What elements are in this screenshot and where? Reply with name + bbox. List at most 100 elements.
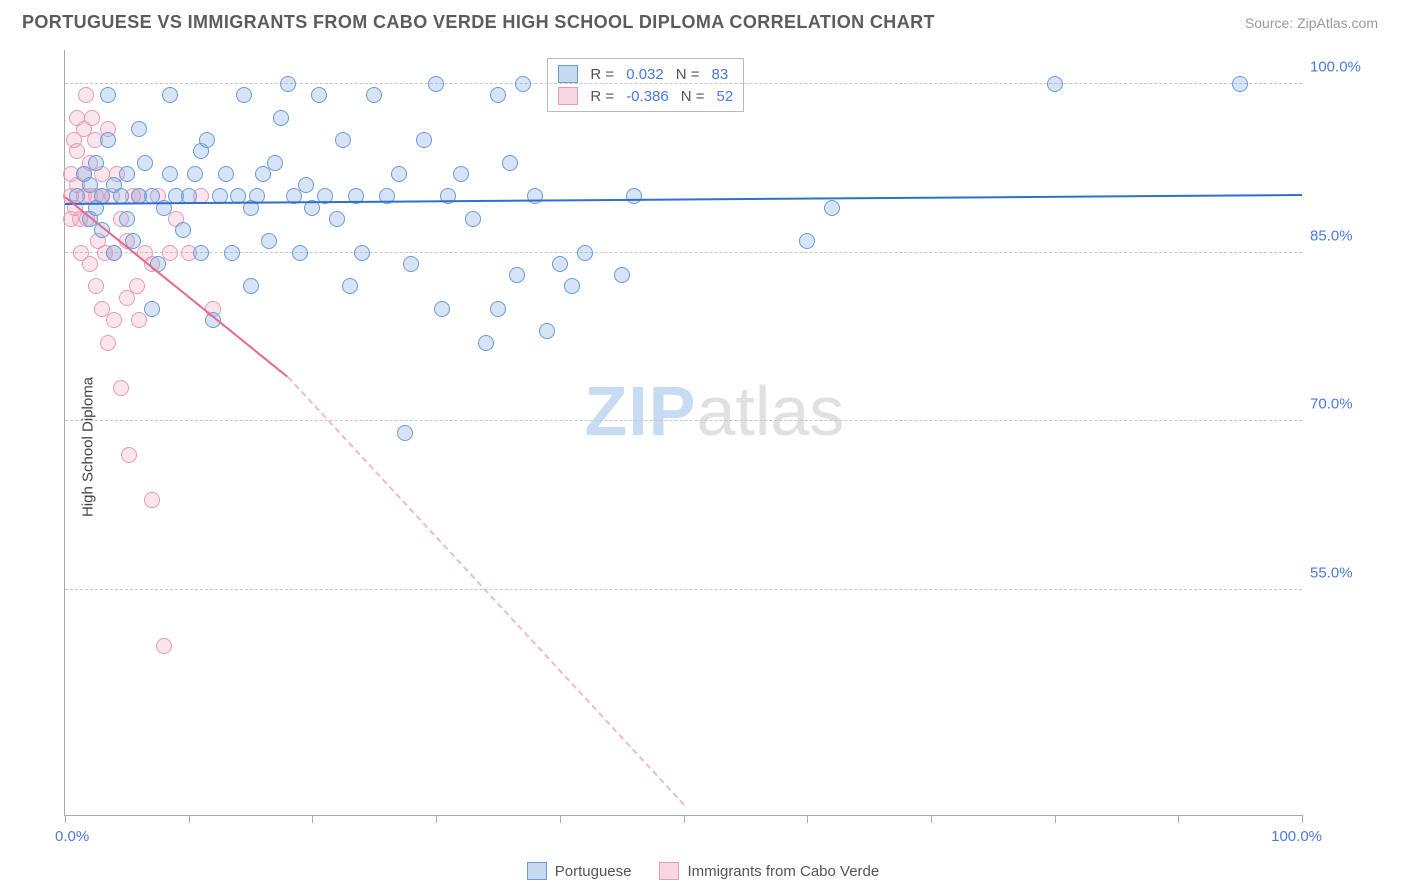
x-tick <box>1178 815 1179 823</box>
data-point-blue <box>243 278 259 294</box>
x-tick <box>931 815 932 823</box>
x-axis-start-label: 0.0% <box>55 828 89 845</box>
data-point-blue <box>564 278 580 294</box>
data-point-blue <box>162 166 178 182</box>
data-point-blue <box>329 211 345 227</box>
data-point-blue <box>199 132 215 148</box>
data-point-blue <box>577 245 593 261</box>
data-point-pink <box>84 110 100 126</box>
data-point-blue <box>292 245 308 261</box>
data-point-blue <box>106 245 122 261</box>
y-tick-label: 70.0% <box>1310 396 1380 413</box>
data-point-blue <box>527 188 543 204</box>
data-point-blue <box>539 323 555 339</box>
swatch-blue <box>527 862 547 880</box>
gridline-h <box>65 252 1302 253</box>
data-point-blue <box>626 188 642 204</box>
swatch-pink <box>659 862 679 880</box>
legend-label: Immigrants from Cabo Verde <box>687 863 879 880</box>
data-point-blue <box>187 166 203 182</box>
n-label: N = <box>681 88 705 105</box>
data-point-blue <box>1047 76 1063 92</box>
data-point-blue <box>490 87 506 103</box>
trendline-pink-dash <box>287 377 684 806</box>
r-label: R = <box>590 88 614 105</box>
data-point-pink <box>82 256 98 272</box>
data-point-blue <box>218 166 234 182</box>
x-tick <box>189 815 190 823</box>
data-point-blue <box>366 87 382 103</box>
data-point-blue <box>119 211 135 227</box>
data-point-blue <box>119 166 135 182</box>
x-axis-end-label: 100.0% <box>1271 828 1322 845</box>
r-value-blue: 0.032 <box>626 66 664 83</box>
data-point-blue <box>1232 76 1248 92</box>
data-point-blue <box>391 166 407 182</box>
data-point-blue <box>434 301 450 317</box>
chart-area: High School Diploma ZIPatlas R = 0.032 N… <box>50 50 1388 844</box>
legend-label: Portuguese <box>555 863 632 880</box>
x-tick <box>684 815 685 823</box>
data-point-blue <box>280 76 296 92</box>
data-point-pink <box>106 312 122 328</box>
x-tick <box>1302 815 1303 823</box>
data-point-blue <box>824 200 840 216</box>
data-point-blue <box>144 301 160 317</box>
data-point-blue <box>552 256 568 272</box>
stats-legend-box: R = 0.032 N = 83 R = -0.386 N = 52 <box>547 58 744 112</box>
stats-row-pink: R = -0.386 N = 52 <box>558 85 733 107</box>
series-legend: Portuguese Immigrants from Cabo Verde <box>0 862 1406 880</box>
data-point-pink <box>88 278 104 294</box>
r-value-pink: -0.386 <box>626 88 669 105</box>
stats-row-blue: R = 0.032 N = 83 <box>558 63 733 85</box>
swatch-pink <box>558 87 578 105</box>
y-tick-label: 55.0% <box>1310 565 1380 582</box>
n-label: N = <box>676 66 700 83</box>
data-point-blue <box>273 110 289 126</box>
x-tick <box>436 815 437 823</box>
data-point-pink <box>131 312 147 328</box>
x-tick <box>312 815 313 823</box>
legend-item-portuguese: Portuguese <box>527 862 632 880</box>
data-point-blue <box>502 155 518 171</box>
data-point-pink <box>121 447 137 463</box>
data-point-blue <box>465 211 481 227</box>
legend-item-cabo-verde: Immigrants from Cabo Verde <box>659 862 879 880</box>
gridline-h <box>65 589 1302 590</box>
swatch-blue <box>558 65 578 83</box>
data-point-blue <box>175 222 191 238</box>
data-point-blue <box>193 245 209 261</box>
data-point-blue <box>100 132 116 148</box>
data-point-blue <box>131 121 147 137</box>
data-point-blue <box>100 87 116 103</box>
data-point-blue <box>799 233 815 249</box>
data-point-blue <box>614 267 630 283</box>
n-value-blue: 83 <box>712 66 729 83</box>
watermark: ZIPatlas <box>585 371 845 451</box>
data-point-pink <box>113 380 129 396</box>
data-point-blue <box>261 233 277 249</box>
data-point-blue <box>428 76 444 92</box>
header: PORTUGUESE VS IMMIGRANTS FROM CABO VERDE… <box>0 0 1406 41</box>
y-tick-label: 100.0% <box>1310 58 1380 75</box>
data-point-blue <box>335 132 351 148</box>
gridline-h <box>65 420 1302 421</box>
data-point-blue <box>453 166 469 182</box>
data-point-blue <box>311 87 327 103</box>
data-point-blue <box>236 87 252 103</box>
data-point-blue <box>255 166 271 182</box>
chart-title: PORTUGUESE VS IMMIGRANTS FROM CABO VERDE… <box>22 12 935 33</box>
data-point-blue <box>224 245 240 261</box>
data-point-pink <box>100 335 116 351</box>
watermark-atlas: atlas <box>696 372 844 450</box>
data-point-pink <box>78 87 94 103</box>
data-point-blue <box>416 132 432 148</box>
data-point-blue <box>397 425 413 441</box>
y-tick-label: 85.0% <box>1310 227 1380 244</box>
source-label: Source: ZipAtlas.com <box>1245 15 1378 31</box>
plot-area: ZIPatlas R = 0.032 N = 83 R = -0.386 N =… <box>64 50 1302 816</box>
data-point-blue <box>342 278 358 294</box>
data-point-blue <box>298 177 314 193</box>
data-point-pink <box>162 245 178 261</box>
data-point-blue <box>267 155 283 171</box>
